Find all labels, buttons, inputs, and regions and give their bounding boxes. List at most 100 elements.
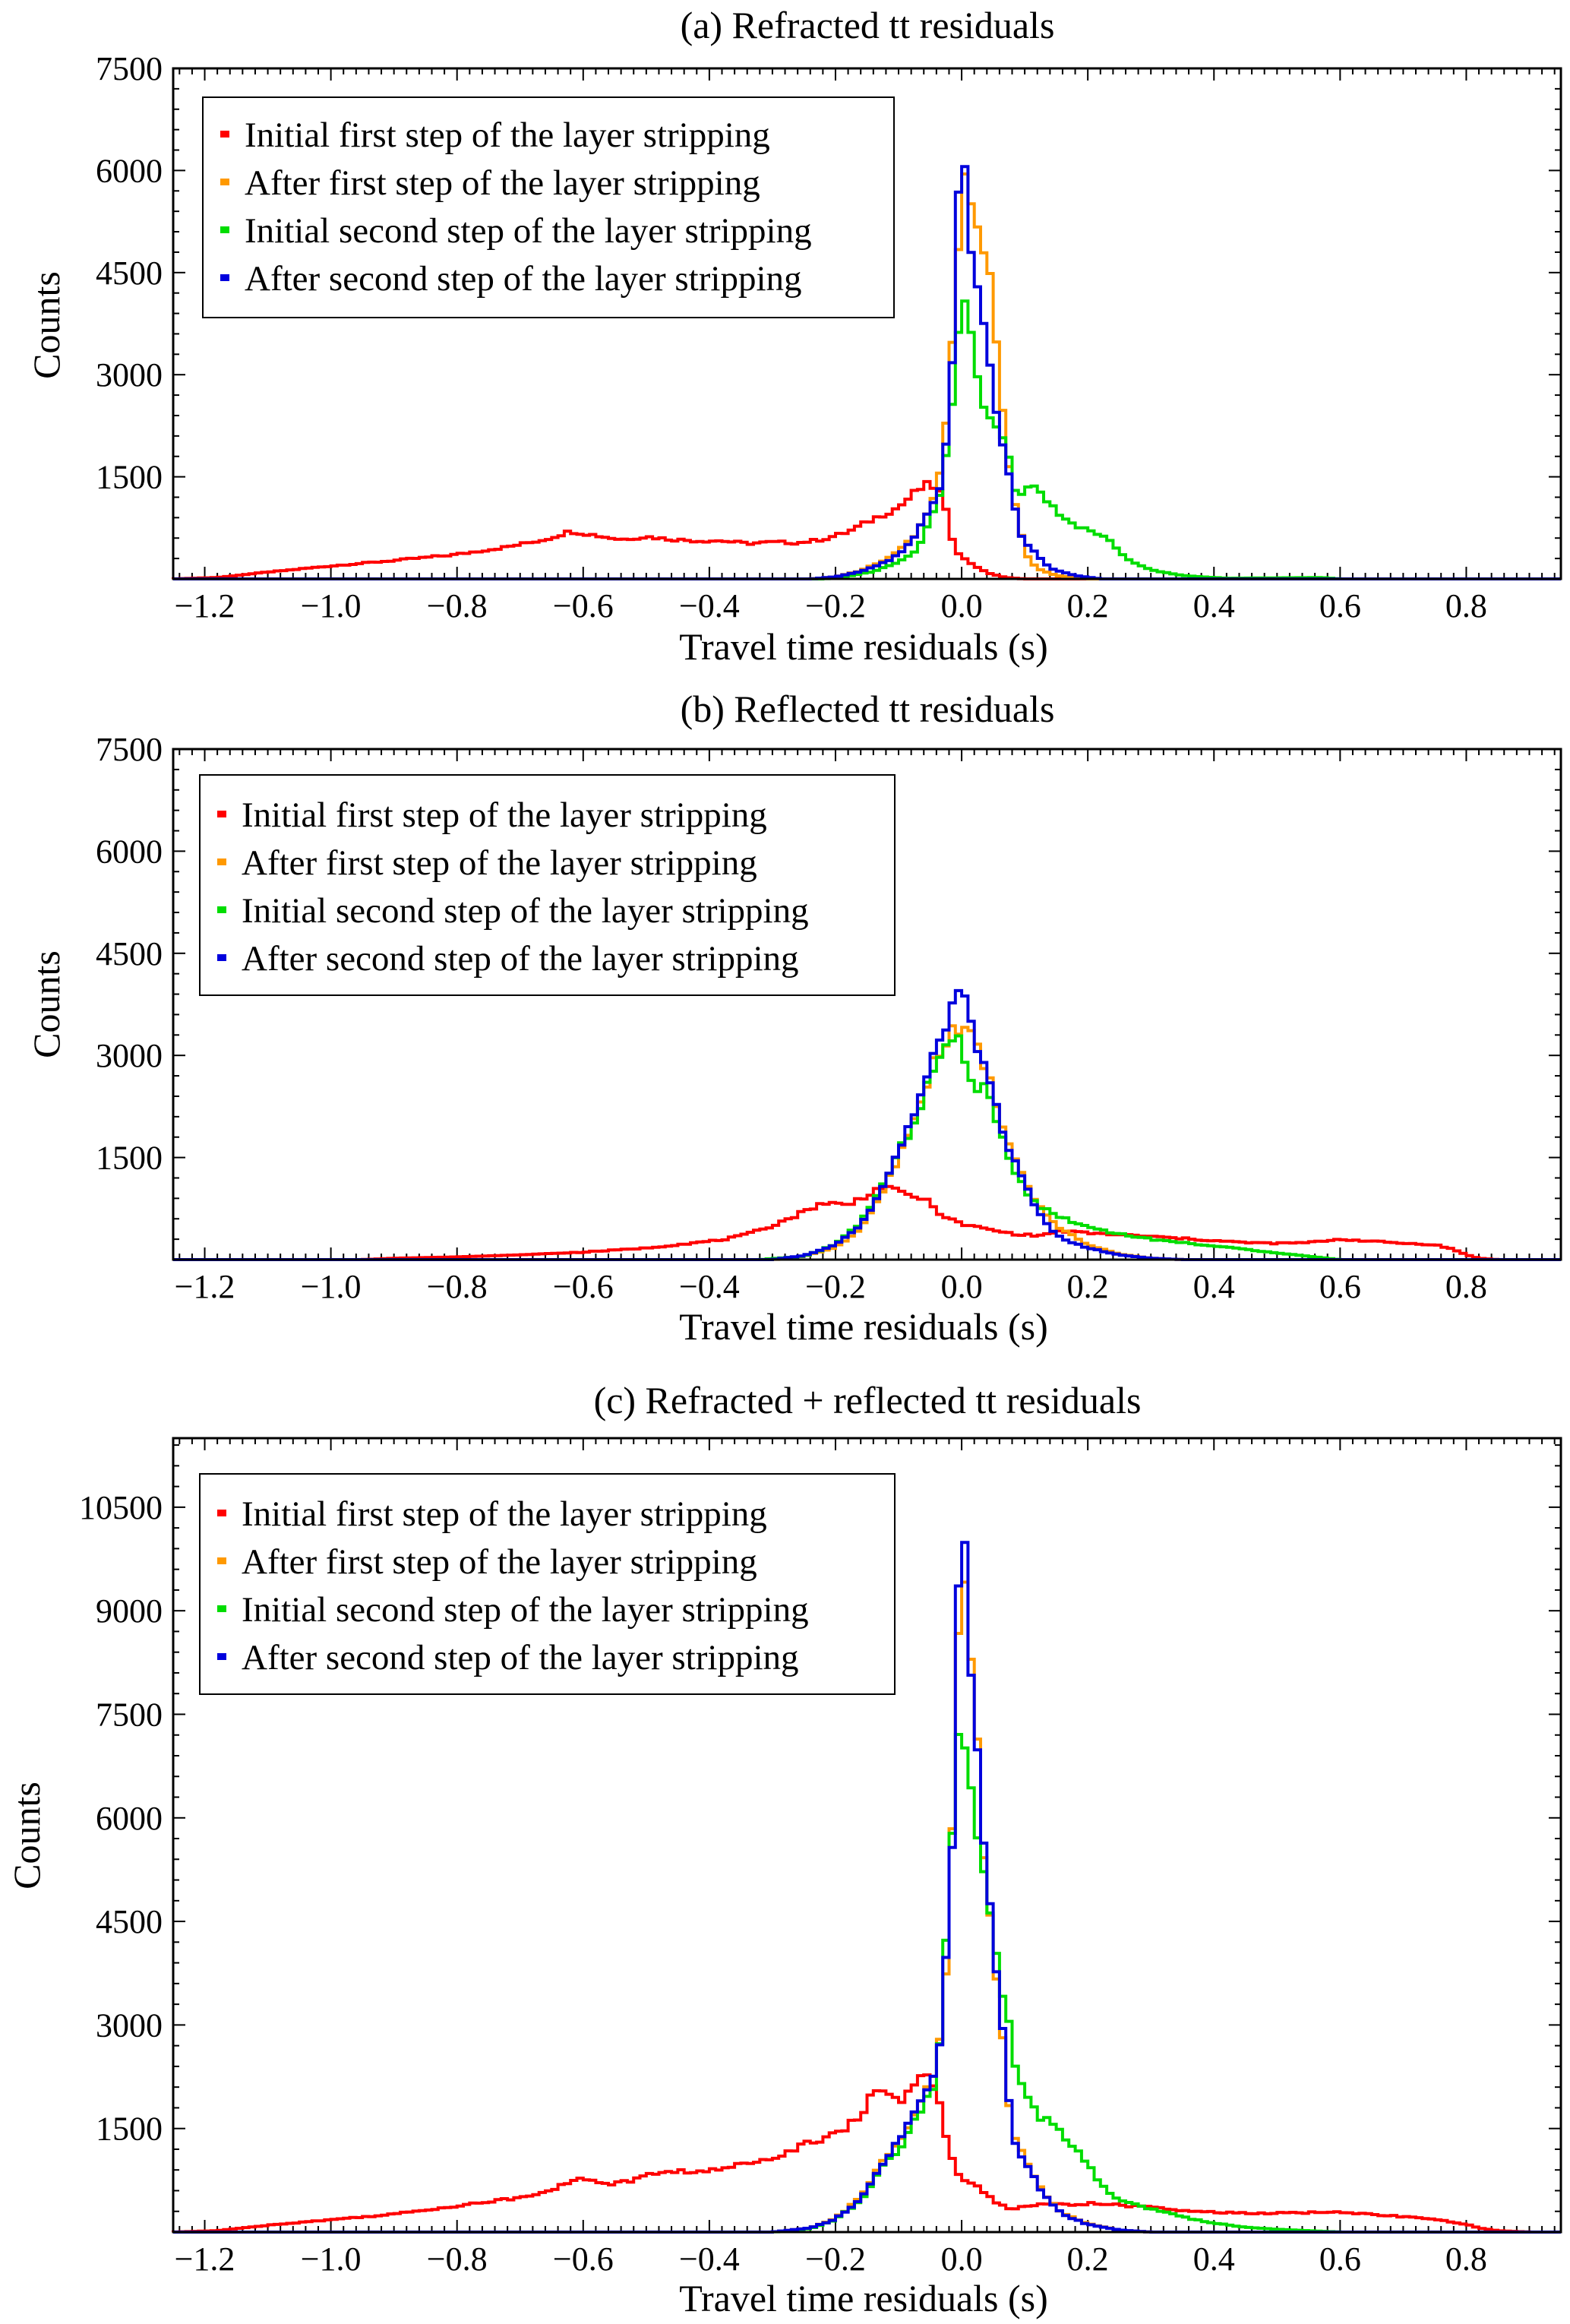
panel-b-legend-swatch-4 — [217, 954, 226, 961]
x-tick-label: −0.4 — [679, 2240, 740, 2278]
panel-a-legend-swatch-4 — [220, 274, 229, 281]
x-tick-label: 0.8 — [1445, 2240, 1487, 2278]
panel-b-y-tick-labels: 1500 3000 4500 6000 7500 — [96, 731, 163, 1177]
y-tick-label: 3000 — [96, 1037, 163, 1074]
x-tick-label: 0.0 — [941, 587, 983, 624]
x-tick-label: 0.6 — [1319, 2240, 1361, 2278]
panel-b-legend: Initial first step of the layer strippin… — [199, 774, 896, 996]
x-tick-label: −0.4 — [679, 587, 740, 624]
y-tick-label: 4500 — [96, 935, 163, 972]
x-tick-label: −0.8 — [427, 1268, 488, 1305]
x-tick-label: 0.8 — [1445, 1268, 1487, 1305]
panel-b-legend-entry-4: After second step of the layer stripping — [242, 939, 799, 979]
y-tick-label: 3000 — [96, 2006, 163, 2044]
panel-a: (a) Refracted tt residuals 1500 3000 4500 6… — [25, 4, 1562, 668]
x-tick-label: 0.4 — [1193, 1268, 1235, 1305]
panel-c-legend-box — [199, 1473, 896, 1695]
panel-a-legend-entry-3: Initial second step of the layer strippi… — [245, 211, 812, 251]
series-line-4 — [173, 988, 1561, 1261]
series-line-3 — [173, 1034, 1561, 1261]
panel-a-legend-entry-4: After second step of the layer stripping — [245, 259, 802, 299]
y-tick-label: 1500 — [96, 1140, 163, 1177]
x-tick-label: −1.0 — [301, 587, 362, 624]
x-tick-label: −0.8 — [427, 587, 488, 624]
panel-c-frame — [172, 1437, 1562, 2234]
panel-c-y-axis-label: Counts — [5, 1782, 48, 1889]
panel-a-legend-swatch-1 — [220, 131, 229, 138]
x-tick-label: −0.6 — [553, 1268, 614, 1305]
series-line-1 — [172, 479, 1561, 580]
panel-b-legend-entry-3: Initial second step of the layer strippi… — [242, 891, 809, 931]
x-tick-label: 0.0 — [941, 2240, 983, 2278]
x-tick-label: −1.0 — [301, 1268, 362, 1305]
series-line-3 — [173, 299, 1561, 580]
x-tick-label: −1.2 — [175, 2240, 235, 2278]
panel-c-legend-swatch-1 — [217, 1510, 226, 1516]
y-tick-label: 6000 — [96, 833, 163, 870]
x-tick-label: 0.2 — [1067, 2240, 1109, 2278]
panel-c-legend: Initial first step of the layer strippin… — [199, 1473, 896, 1695]
y-tick-label: 6000 — [96, 1800, 163, 1837]
y-tick-label: 7500 — [96, 50, 163, 87]
x-tick-label: −0.6 — [553, 587, 614, 624]
panel-a-x-tick-labels: −1.2 −1.0 −0.8 −0.6 −0.4 −0.2 0.0 0.2 0.4 0.6 0.8 — [175, 587, 1487, 624]
panel-c-legend-entry-2: After first step of the layer stripping — [242, 1542, 757, 1582]
x-tick-label: −0.6 — [553, 2240, 614, 2278]
y-tick-label: 4500 — [96, 255, 163, 292]
x-tick-label: 0.6 — [1319, 587, 1361, 624]
y-tick-label: 1500 — [96, 2111, 163, 2148]
x-tick-label: −0.4 — [679, 1268, 740, 1305]
x-tick-label: 0.4 — [1193, 2240, 1235, 2278]
panel-a-legend-entry-1: Initial first step of the layer strippin… — [245, 115, 770, 155]
x-tick-label: −1.2 — [175, 1268, 235, 1305]
panel-a-x-axis-label: Travel time residuals (s) — [679, 625, 1048, 668]
panel-a-frame — [172, 67, 1562, 580]
panel-b-legend-entry-1: Initial first step of the layer strippin… — [242, 795, 767, 835]
panel-b-x-axis-label: Travel time residuals (s) — [679, 1305, 1048, 1348]
x-tick-label: −0.2 — [805, 587, 866, 624]
panel-c-legend-entry-3: Initial second step of the layer strippi… — [242, 1590, 809, 1630]
x-tick-label: 0.8 — [1445, 587, 1487, 624]
panel-b-legend-swatch-1 — [217, 811, 226, 817]
panel-b-y-axis-label: Counts — [25, 950, 68, 1058]
series-line-3 — [173, 1733, 1561, 2234]
panel-a-y-axis-label: Counts — [25, 271, 68, 379]
panel-c-legend-entry-4: After second step of the layer stripping — [242, 1638, 799, 1677]
panel-a-legend-swatch-2 — [220, 179, 229, 185]
panel-c-legend-entry-1: Initial first step of the layer strippin… — [242, 1494, 767, 1534]
panel-b-title: (b) Reflected tt residuals — [681, 688, 1055, 730]
panel-b-legend-entry-2: After first step of the layer stripping — [242, 843, 757, 883]
panel-b: (b) Reflected tt residuals 1500 3000 4500 6… — [25, 688, 1562, 1348]
x-tick-label: 0.0 — [941, 1268, 983, 1305]
y-tick-label: 9000 — [96, 1592, 163, 1630]
panel-c-x-tick-labels: −1.2 −1.0 −0.8 −0.6 −0.4 −0.2 0.0 0.2 0.4 0.6 0.8 — [175, 2240, 1487, 2278]
panel-a-legend-swatch-3 — [220, 226, 229, 233]
y-tick-label: 7500 — [96, 1696, 163, 1733]
panel-c-legend-swatch-2 — [217, 1557, 226, 1564]
x-tick-label: 0.2 — [1067, 587, 1109, 624]
panel-c-x-axis-label: Travel time residuals (s) — [679, 2277, 1048, 2319]
x-tick-label: −0.2 — [805, 2240, 866, 2278]
panel-a-title: (a) Refracted tt residuals — [681, 4, 1055, 46]
x-tick-label: −0.2 — [805, 1268, 866, 1305]
panel-c-legend-swatch-4 — [217, 1653, 226, 1660]
series-line-1 — [172, 2073, 1561, 2234]
panel-a-y-tick-labels: 1500 3000 4500 6000 7500 — [96, 50, 163, 496]
panel-a-legend-entry-2: After first step of the layer stripping — [245, 163, 760, 203]
y-tick-label: 6000 — [96, 152, 163, 189]
panel-c-legend-swatch-3 — [217, 1605, 226, 1612]
x-tick-label: 0.4 — [1193, 587, 1235, 624]
x-tick-label: −1.2 — [175, 587, 235, 624]
series-line-1 — [173, 1184, 1561, 1261]
panel-b-frame — [172, 748, 1562, 1261]
x-tick-label: −0.8 — [427, 2240, 488, 2278]
y-tick-label: 3000 — [96, 356, 163, 394]
panel-b-legend-swatch-3 — [217, 906, 226, 913]
x-tick-label: 0.6 — [1319, 1268, 1361, 1305]
panel-a-legend: Initial first step of the layer strippin… — [202, 96, 895, 318]
x-tick-label: −1.0 — [301, 2240, 362, 2278]
series-line-2 — [173, 1024, 1561, 1261]
panel-c-title: (c) Refracted + reflected tt residuals — [594, 1379, 1142, 1421]
panel-b-x-tick-labels: −1.2 −1.0 −0.8 −0.6 −0.4 −0.2 0.0 0.2 0.4 0.6 0.8 — [175, 1268, 1487, 1305]
